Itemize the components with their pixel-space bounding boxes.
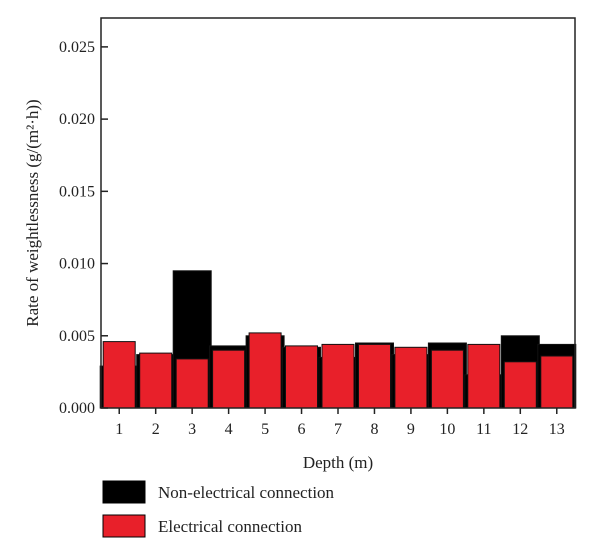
y-tick-label: 0.020 xyxy=(59,111,95,128)
x-axis-title: Depth (m) xyxy=(303,453,373,472)
bar-electrical-4 xyxy=(212,349,246,409)
y-axis-title: Rate of weightlessness (g/(m²·h)) xyxy=(23,99,42,326)
y-axis: 0.000 0.005 0.010 0.015 0.020 0.025 xyxy=(59,39,108,417)
x-tick-label: 8 xyxy=(370,421,378,438)
bar-electrical-1 xyxy=(102,341,136,409)
bar-electrical-8 xyxy=(358,343,391,409)
bar-electrical-13 xyxy=(540,355,574,409)
x-tick-label: 10 xyxy=(439,421,455,438)
y-tick-label: 0.000 xyxy=(59,400,95,417)
bar-electrical-6 xyxy=(285,345,318,409)
bar-electrical-7 xyxy=(321,343,355,409)
legend-swatch-non-electrical xyxy=(102,480,146,504)
y-tick-label: 0.015 xyxy=(59,183,95,200)
legend-swatch-electrical xyxy=(102,514,146,538)
x-tick-label: 7 xyxy=(334,421,342,438)
y-tick-label: 0.025 xyxy=(59,39,95,56)
x-tick-label: 9 xyxy=(407,421,415,438)
bars-layer xyxy=(99,270,577,409)
bar-electrical-9 xyxy=(394,346,428,409)
bar-electrical-12 xyxy=(503,361,537,409)
bar-electrical-11 xyxy=(467,343,501,409)
bar-electrical-10 xyxy=(430,349,464,409)
bar-electrical-5 xyxy=(248,332,282,409)
y-tick-label: 0.005 xyxy=(59,328,95,345)
x-tick-label: 6 xyxy=(298,421,306,438)
bar-electrical-2 xyxy=(139,352,173,409)
x-tick-label: 12 xyxy=(512,421,528,438)
x-axis: 1 2 3 4 5 6 7 8 9 10 11 12 13 xyxy=(115,408,565,438)
x-tick-label: 4 xyxy=(225,421,233,438)
x-tick-label: 2 xyxy=(152,421,160,438)
bar-electrical-3 xyxy=(175,358,209,409)
x-tick-label: 3 xyxy=(188,421,196,438)
x-tick-label: 11 xyxy=(476,421,491,438)
x-tick-label: 1 xyxy=(115,421,123,438)
legend-label-non-electrical: Non-electrical connection xyxy=(158,483,335,502)
legend-label-electrical: Electrical connection xyxy=(158,517,302,536)
x-tick-label: 13 xyxy=(549,421,565,438)
y-tick-label: 0.010 xyxy=(59,256,95,273)
x-tick-label: 5 xyxy=(261,421,269,438)
legend: Non-electrical connection Electrical con… xyxy=(102,480,335,538)
